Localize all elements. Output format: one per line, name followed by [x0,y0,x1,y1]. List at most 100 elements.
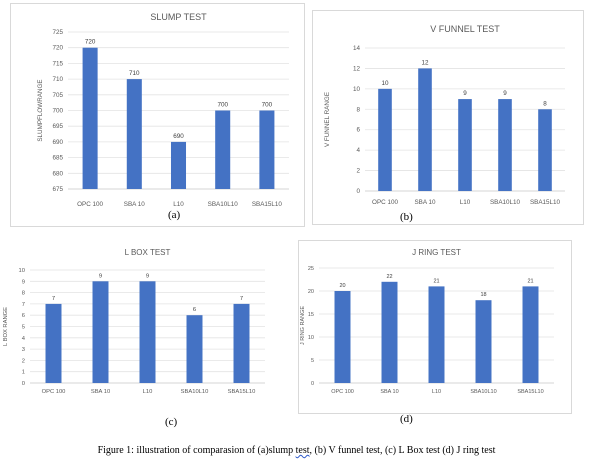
figure-caption-part-2: , (b) V funnel test, (c) L Box test (d) … [309,445,496,456]
y-tick-label: 5 [311,358,314,364]
x-tick-label: SBA10L10 [490,199,521,206]
data-label: 690 [173,133,184,140]
x-tick-label: SBA15L10 [252,201,283,208]
y-tick-label: 0 [22,381,25,387]
data-label: 710 [129,70,140,77]
y-tick-label: 2 [356,168,360,175]
chart-title: L BOX TEST [125,248,171,257]
y-tick-label: 695 [52,123,63,130]
y-tick-label: 0 [356,188,360,195]
y-tick-label: 20 [308,289,314,295]
data-label: 10 [381,80,389,87]
slump-test-chart: SLUMP TEST 675 680 685 690 695 700 705 710 715 720… [37,12,289,208]
bar [378,88,392,191]
data-label: 9 [99,273,102,279]
y-tick-label: 9 [22,279,25,285]
bar [259,110,275,189]
bar [233,303,250,383]
y-tick-label: 715 [52,60,63,67]
y-tick-label: 15 [308,312,314,318]
j-ring-test-panel: J RING TEST 0 5 10 15 20 25 J RING RANGE 20 OPC 1… [298,240,572,414]
chart-title: V FUNNEL TEST [430,24,500,34]
x-tick-label: L10 [460,199,471,206]
v-funnel-test-panel: V FUNNEL TEST 0 2 4 6 8 10 12 14 V FUNNEL RANGE 10… [312,10,584,225]
data-label: 9 [146,273,149,279]
bar [82,47,98,190]
y-tick-label: 705 [52,92,63,99]
x-tick-label: L10 [173,201,184,208]
y-tick-label: 6 [356,127,360,134]
y-tick-label: 4 [22,336,26,342]
data-label: 700 [217,102,228,109]
x-tick-label: SBA 10 [91,389,110,395]
chart-title: SLUMP TEST [150,12,207,22]
y-axis-label: L BOX RANGE [3,307,9,346]
y-axis-label: J RING RANGE [300,306,306,345]
y-tick-label: 690 [52,139,63,146]
data-label: 9 [463,90,467,97]
y-tick-label: 2 [22,358,25,364]
x-tick-label: SBA10L10 [208,201,239,208]
figure-caption-part-1: Figure 1: illustration of comparasion of… [97,445,296,456]
data-label: 18 [480,292,486,298]
y-tick-label: 725 [52,29,63,36]
x-tick-label: SBA10L10 [470,389,496,395]
data-label: 21 [527,278,533,284]
data-label: 7 [240,296,243,302]
j-ring-test-chart: J RING TEST 0 5 10 15 20 25 J RING RANGE 20 OPC 1… [300,248,554,395]
y-tick-label: 12 [353,65,361,72]
l-box-test-chart: L BOX TEST 0 1 2 3 4 5 6 7 8 9 10 L BOX RANGE 7 OPC 10… [3,248,265,395]
bar [381,281,398,383]
bar [428,286,445,383]
bar [45,303,62,383]
x-tick-label: SBA 10 [124,201,146,208]
bar [475,300,492,383]
bar [498,99,512,191]
x-tick-label: OPC 100 [42,389,66,395]
y-tick-label: 8 [22,291,25,297]
y-tick-label: 25 [308,266,314,272]
x-tick-label: SBA10L10 [181,389,209,395]
bar [186,315,203,383]
chart-title: J RING TEST [412,248,461,257]
x-tick-label: OPC 100 [77,201,103,208]
y-tick-label: 710 [52,76,63,83]
y-tick-label: 8 [356,106,360,113]
subfigure-label-d: (d) [400,413,413,425]
data-label: 22 [386,274,392,280]
slump-test-panel: SLUMP TEST 675 680 685 690 695 700 705 710 715 720… [10,3,305,227]
bar [170,141,187,189]
y-axis-label: SLUMPFLOWRANGE [37,79,44,141]
y-tick-label: 685 [52,155,63,162]
bar [215,110,231,189]
bar [458,99,472,191]
y-tick-label: 10 [19,268,25,274]
x-tick-label: OPC 100 [331,389,354,395]
figure-caption-spellcheck-word: test [295,445,310,456]
bar [538,109,552,191]
y-tick-label: 4 [356,147,360,154]
data-label: 12 [421,59,429,66]
y-tick-label: 10 [308,335,314,341]
bar [334,291,351,383]
y-tick-label: 680 [52,170,63,177]
data-label: 6 [193,307,196,313]
v-funnel-test-chart: V FUNNEL TEST 0 2 4 6 8 10 12 14 V FUNNEL RANGE 10… [324,24,565,206]
bar [126,79,142,189]
x-tick-label: L10 [432,389,441,395]
y-tick-label: 14 [353,45,361,52]
l-box-test-panel: L BOX TEST 0 1 2 3 4 5 6 7 8 9 10 L BOX RANGE 7 OPC 10… [3,238,280,433]
y-tick-label: 1 [22,370,25,376]
subfigure-label-b: (b) [400,211,413,223]
bar [92,281,109,383]
x-tick-label: SBA15L10 [530,199,561,206]
y-tick-label: 5 [22,325,25,331]
y-tick-label: 7 [22,302,25,308]
x-tick-label: SBA 10 [414,199,436,206]
y-tick-label: 6 [22,313,25,319]
data-label: 21 [433,278,439,284]
subfigure-label-a: (a) [168,209,181,221]
data-label: 20 [339,283,345,289]
bar [418,68,432,191]
y-tick-label: 0 [311,381,314,387]
